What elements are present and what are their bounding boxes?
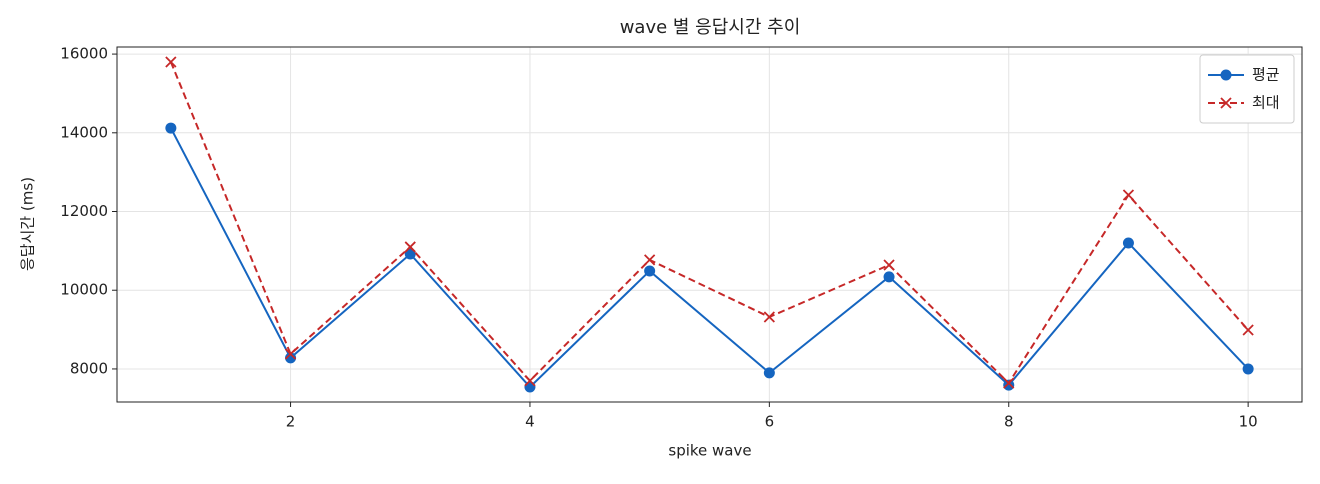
legend-label: 최대 <box>1252 94 1280 112</box>
chart-title: wave 별 응답시간 추이 <box>620 17 801 38</box>
data-point <box>644 254 656 266</box>
y-tick-label: 14000 <box>60 123 108 141</box>
x-tick-label: 6 <box>765 413 775 431</box>
legend-marker <box>1220 97 1232 109</box>
data-point <box>644 265 656 277</box>
data-point <box>1003 377 1015 389</box>
x-tick-label: 2 <box>286 413 296 431</box>
data-point <box>883 259 895 271</box>
data-point <box>1122 237 1134 249</box>
data-point <box>524 381 536 393</box>
x-tick-label: 8 <box>1004 413 1014 431</box>
data-point <box>165 122 177 134</box>
y-tick-label: 16000 <box>60 45 108 63</box>
data-point <box>404 248 416 260</box>
data-point <box>284 348 297 360</box>
data-point <box>165 56 177 68</box>
x-axis-label: spike wave <box>668 442 751 460</box>
plot-frame <box>116 46 1303 403</box>
y-tick-label: 10000 <box>60 281 108 299</box>
data-point <box>404 241 416 253</box>
data-point <box>1122 189 1135 201</box>
y-tick-label: 8000 <box>70 359 108 377</box>
x-tick-label: 4 <box>525 413 535 431</box>
data-point <box>1242 324 1254 336</box>
y-axis-label: 응답시간 (ms) <box>19 177 37 271</box>
data-point <box>883 271 895 283</box>
y-tick-label: 12000 <box>60 202 108 220</box>
data-point <box>1003 379 1015 391</box>
data-point <box>524 375 536 387</box>
legend-marker <box>1220 69 1232 81</box>
x-tick-label: 10 <box>1239 413 1258 431</box>
legend-box <box>1199 54 1295 124</box>
series-line <box>169 61 1249 385</box>
series-line <box>169 127 1249 389</box>
data-point <box>1242 363 1254 375</box>
data-point <box>763 367 775 379</box>
legend-label: 평균 <box>1252 66 1280 84</box>
data-point <box>763 311 775 323</box>
data-point <box>285 352 297 364</box>
